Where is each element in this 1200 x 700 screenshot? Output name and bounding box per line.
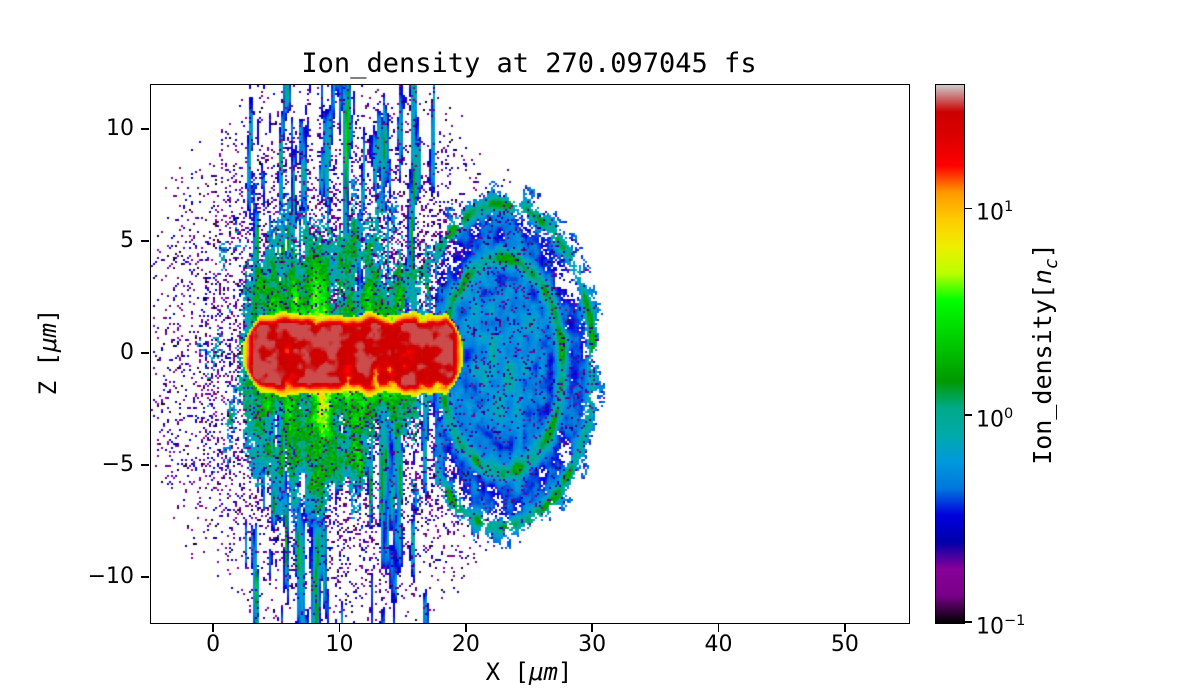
x-tick [591, 623, 593, 632]
heatmap-canvas [151, 85, 909, 623]
y-tick-label: −10 [87, 564, 134, 590]
x-tick [465, 623, 467, 632]
x-tick-label: 20 [451, 632, 480, 657]
x-tick [717, 623, 720, 632]
y-tick-label: 0 [120, 340, 134, 365]
y-tick [140, 352, 149, 354]
colorbar-tick-label: 100 [976, 406, 1014, 433]
y-tick [140, 128, 149, 130]
chart-title: Ion_density at 270.097045 fs [301, 48, 757, 79]
x-tick-label: 0 [206, 632, 221, 657]
colorbar-tick [964, 621, 972, 623]
colorbar-tick [964, 207, 972, 210]
colorbar-label: Ion_density[nc] [1028, 243, 1062, 465]
y-tick-label: 5 [120, 227, 134, 253]
x-tick-label: 50 [830, 632, 859, 657]
colorbar-gradient [936, 85, 964, 623]
colorbar-tick-label: 10−1 [976, 613, 1026, 640]
plot-area [150, 84, 910, 624]
y-tick [140, 464, 149, 466]
colorbar [935, 84, 965, 624]
x-tick [212, 623, 214, 632]
y-tick-label: −5 [101, 452, 134, 478]
x-tick-label: 30 [578, 632, 607, 657]
x-axis-label: X [μm] [485, 658, 573, 686]
colorbar-tick [964, 414, 972, 416]
x-tick [844, 623, 846, 632]
y-tick [140, 240, 149, 242]
y-axis-label: Z [μm] [34, 308, 62, 396]
colorbar-tick-label: 101 [976, 199, 1014, 226]
x-tick [338, 623, 341, 632]
x-tick-label: 40 [704, 632, 733, 657]
y-tick-label: 10 [106, 115, 134, 141]
x-tick-label: 10 [325, 632, 354, 657]
y-tick [140, 576, 149, 578]
